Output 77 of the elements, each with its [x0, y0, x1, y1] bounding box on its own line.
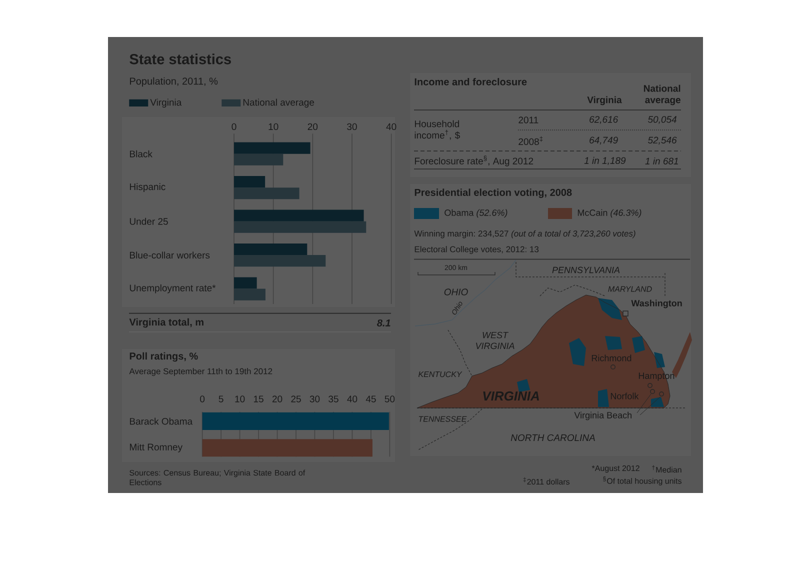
x-tick-label: 30 [310, 396, 320, 402]
source-note: Sources: Census Bureau; Virginia State Board of Elections [130, 470, 306, 486]
text: $^{‡}$2011 dollars [523, 477, 570, 485]
x-tick-label: 50 [384, 396, 395, 402]
x-tick-label: 30 [347, 123, 357, 130]
y-tick-label: Unemployment rate* [130, 284, 216, 294]
text: 52,546 [648, 136, 677, 145]
text: NORTH CAROLINA [510, 434, 595, 442]
text: Household income$^{†}$, $ [414, 120, 460, 140]
text: 1 in 1,189 [584, 156, 626, 166]
y-tick-label: Hispanic [130, 183, 166, 192]
text: TENNESSEE [418, 416, 467, 422]
text: Income and foreclosure [414, 78, 527, 86]
chart-title: Poll ratings, % [130, 352, 198, 362]
y-tick-label: Mitt Romney [130, 443, 182, 452]
text: Hampton [638, 372, 674, 381]
text: OHIO [444, 288, 468, 296]
bar [234, 188, 300, 200]
text: PENNSYLVANIA [552, 266, 620, 274]
text: Virginia [587, 96, 622, 106]
text: 64,749 [590, 136, 618, 145]
chart-subtitle: Average September 11th to 19th 2012 [129, 368, 272, 376]
text: 1 in 681 [645, 158, 678, 164]
bar [234, 176, 266, 188]
legend-label: National average [243, 98, 314, 108]
bar [234, 243, 308, 256]
x-tick-label: 20 [272, 396, 282, 402]
text: Virginia Beach [574, 412, 632, 420]
bar [234, 221, 366, 233]
x-tick-label: 40 [386, 123, 396, 130]
text: Virginia total, m [129, 318, 204, 328]
y-tick-label: Blue-collar workers [130, 252, 210, 259]
x-tick-label: 10 [235, 396, 245, 402]
text: MARYLAND [608, 286, 652, 292]
x-tick-label: 20 [308, 123, 318, 130]
category-label: Obama (52.6%) [444, 209, 508, 218]
bar [234, 255, 326, 267]
text: $^{†}$Median [652, 465, 682, 473]
x-tick-label: 0 [200, 396, 205, 402]
bar [234, 277, 257, 289]
text: National average [644, 84, 680, 106]
x-tick-label: 5 [218, 396, 224, 402]
text: 2008$^{‡}$ [518, 136, 543, 146]
bar [234, 210, 364, 222]
bar [234, 154, 284, 166]
y-tick-label: Barack Obama [130, 418, 193, 425]
text: *August 2012 [592, 465, 640, 473]
x-tick-label: 10 [268, 123, 278, 130]
bar [234, 288, 266, 300]
category-label: McCain (46.3%) [578, 209, 642, 218]
text: Presidential election voting, 2008 [414, 188, 572, 198]
text: KENTUCKY [418, 371, 462, 378]
x-tick-label: 0 [232, 123, 236, 130]
x-tick-label: 25 [291, 396, 301, 402]
y-tick-label: Under 25 [130, 218, 168, 225]
x-tick-label: 40 [347, 396, 358, 402]
text: Washington [631, 300, 682, 308]
text: 8.1 [377, 319, 390, 327]
text: $^{§}$Of total housing units [603, 476, 682, 486]
bar [234, 142, 310, 154]
text: 62,616 [590, 116, 618, 124]
x-tick-label: 45 [366, 396, 376, 402]
text: Electoral College votes, 2012: 13 [414, 246, 539, 254]
text: Richmond [592, 354, 632, 362]
text: Winning margin: 234,527 (out of a total of 3,723,260 votes) [414, 230, 636, 238]
x-tick-label: 35 [328, 396, 338, 402]
y-tick-label: Black [130, 150, 152, 158]
chart-title: State statistics [130, 54, 231, 64]
text: VIRGINIA [483, 391, 539, 401]
text: WEST VIRGINIA [476, 332, 514, 350]
legend-label: Virginia [150, 98, 182, 108]
text: Foreclosure rate$^{§}$, Aug 2012 [414, 156, 534, 166]
x-tick-label: 15 [254, 396, 264, 402]
text: Norfolk [610, 392, 639, 400]
chart-subtitle: Population, 2011, % [130, 77, 218, 87]
text: 50,054 [648, 116, 676, 124]
text: 2011 [518, 116, 538, 124]
